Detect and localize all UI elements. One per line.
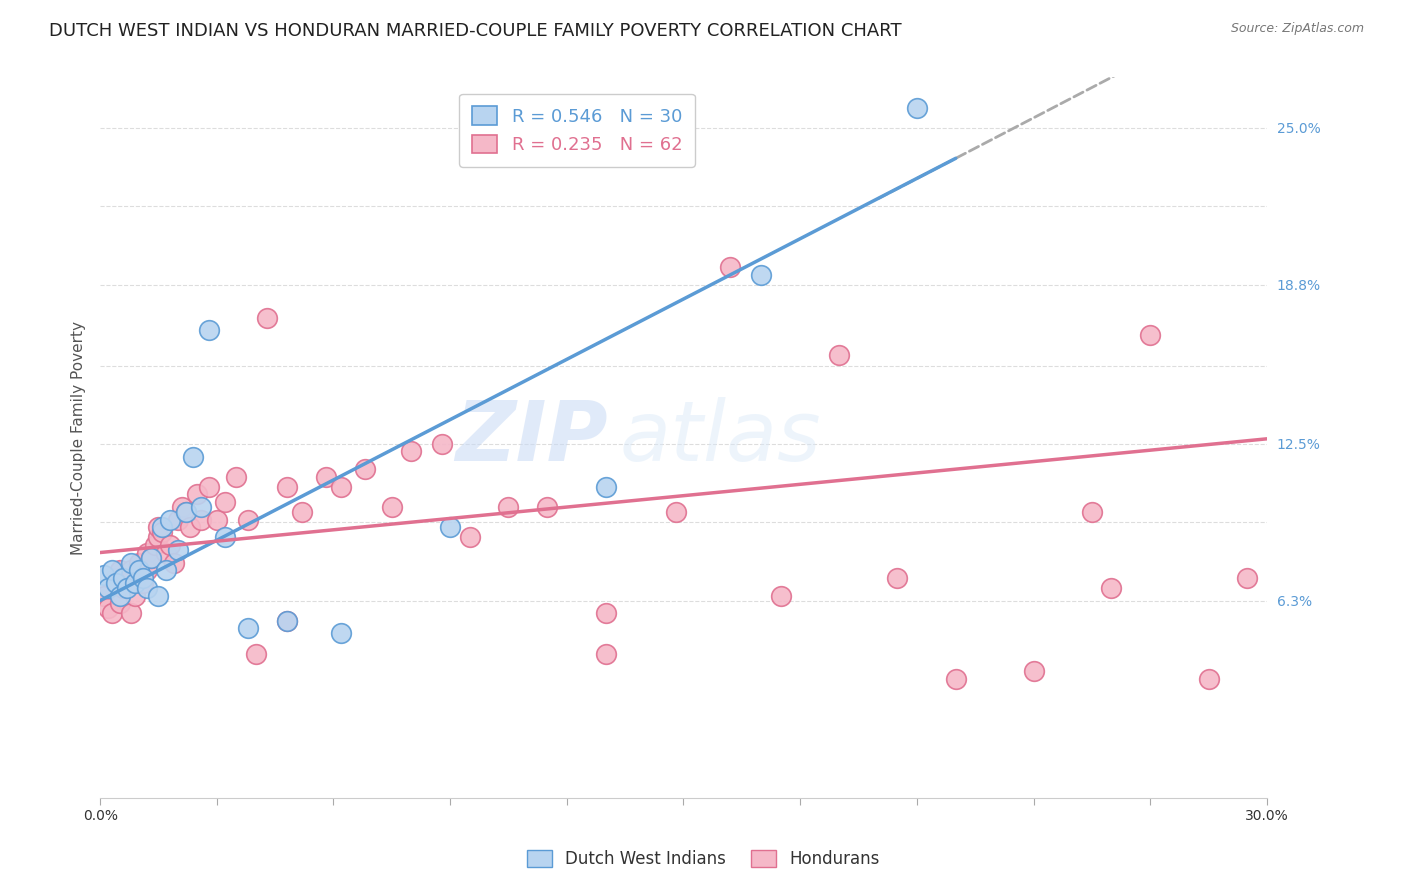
Point (159, 538, 181, 552)
Point (432, 437, 454, 451)
Legend: Dutch West Indians, Hondurans: Dutch West Indians, Hondurans (520, 843, 886, 875)
Point (128, 563, 150, 577)
Point (120, 556, 142, 570)
Point (245, 647, 267, 661)
Point (104, 575, 127, 590)
Point (93, 568, 115, 582)
Point (905, 101, 928, 115)
Point (749, 268, 772, 282)
Point (112, 581, 135, 595)
Point (167, 513, 190, 527)
Point (291, 505, 314, 519)
Point (124, 575, 146, 590)
Point (276, 480, 298, 494)
Point (163, 556, 186, 570)
Point (205, 513, 228, 527)
Point (139, 550, 162, 565)
Point (236, 621, 259, 635)
Point (214, 530, 236, 544)
Point (97, 601, 120, 615)
Point (117, 575, 139, 590)
Point (120, 563, 142, 577)
Point (132, 575, 155, 590)
Point (97, 581, 120, 595)
Point (595, 480, 617, 494)
Point (828, 348, 851, 362)
Point (135, 563, 157, 577)
Point (108, 596, 131, 610)
Point (148, 520, 170, 534)
Point (128, 556, 150, 570)
Point (276, 614, 298, 628)
Point (1081, 505, 1104, 519)
Point (117, 581, 139, 595)
Point (155, 545, 177, 559)
Point (330, 480, 353, 494)
Point (198, 480, 221, 494)
Point (315, 469, 337, 483)
Y-axis label: Married-Couple Family Poverty: Married-Couple Family Poverty (72, 320, 86, 555)
Point (108, 589, 131, 603)
Point (718, 260, 741, 274)
Point (439, 520, 461, 534)
Point (1099, 581, 1122, 595)
Point (665, 505, 688, 519)
Point (124, 589, 146, 603)
Point (155, 563, 177, 577)
Point (236, 513, 259, 527)
Point (148, 589, 170, 603)
Point (458, 530, 481, 544)
Point (1236, 571, 1258, 585)
Point (498, 500, 520, 514)
Point (595, 606, 617, 620)
Text: ZIP: ZIP (456, 397, 607, 478)
Text: Source: ZipAtlas.com: Source: ZipAtlas.com (1230, 22, 1364, 36)
Point (353, 462, 375, 476)
Point (108, 563, 131, 577)
Point (112, 571, 135, 585)
Point (104, 571, 127, 585)
Point (330, 626, 353, 640)
Point (276, 614, 298, 628)
Point (1198, 672, 1220, 686)
Point (595, 647, 617, 661)
Point (101, 563, 124, 577)
Legend: R = 0.546   N = 30, R = 0.235   N = 62: R = 0.546 N = 30, R = 0.235 N = 62 (460, 94, 695, 167)
Point (214, 495, 236, 509)
Point (1139, 328, 1161, 343)
Point (150, 525, 173, 540)
Point (174, 505, 197, 519)
Point (101, 606, 124, 620)
Point (179, 520, 201, 534)
Point (132, 571, 155, 585)
Point (769, 589, 792, 603)
Point (93, 589, 115, 603)
Point (401, 444, 423, 458)
Point (120, 606, 142, 620)
Point (225, 469, 247, 483)
Point (148, 530, 170, 544)
Point (190, 513, 212, 527)
Point (1022, 665, 1045, 679)
Point (190, 500, 212, 514)
Point (381, 500, 404, 514)
Point (198, 323, 221, 337)
Point (183, 450, 205, 464)
Point (143, 538, 166, 552)
Point (159, 513, 181, 527)
Text: DUTCH WEST INDIAN VS HONDURAN MARRIED-COUPLE FAMILY POVERTY CORRELATION CHART: DUTCH WEST INDIAN VS HONDURAN MARRIED-CO… (49, 22, 901, 40)
Point (945, 672, 967, 686)
Point (135, 581, 157, 595)
Point (170, 500, 193, 514)
Point (186, 487, 208, 501)
Point (150, 520, 173, 534)
Point (167, 543, 190, 558)
Point (536, 500, 558, 514)
Point (256, 310, 278, 325)
Point (139, 550, 162, 565)
Point (135, 545, 157, 559)
Point (886, 571, 908, 585)
Text: atlas: atlas (619, 397, 821, 478)
Point (174, 505, 197, 519)
